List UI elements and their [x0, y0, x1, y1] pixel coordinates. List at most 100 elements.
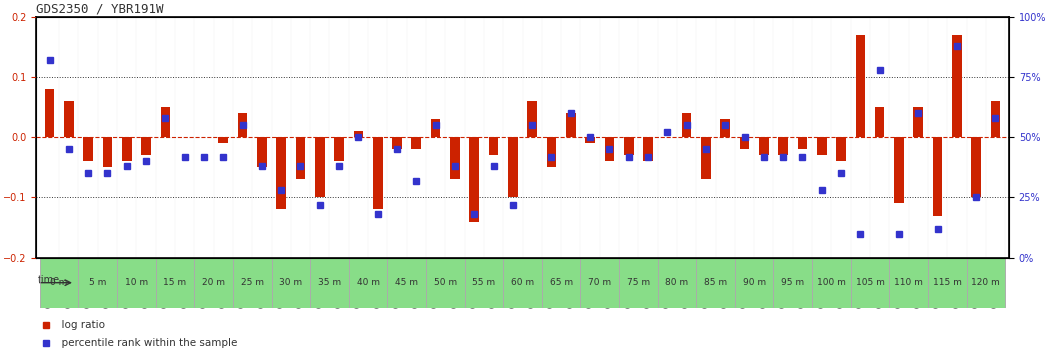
Bar [45, 89, 55, 137]
Text: 115 m: 115 m [933, 278, 962, 287]
Bar [528, 101, 537, 137]
Bar [142, 137, 151, 155]
Bar [812, 258, 851, 308]
Bar [682, 113, 691, 137]
Bar [489, 137, 498, 155]
Text: 20 m: 20 m [202, 278, 226, 287]
Text: 85 m: 85 m [704, 278, 727, 287]
Bar [431, 119, 441, 137]
Bar [914, 107, 923, 137]
Bar [817, 137, 827, 155]
Text: 35 m: 35 m [318, 278, 341, 287]
Bar [952, 35, 962, 137]
Text: 120 m: 120 m [971, 278, 1000, 287]
Text: 25 m: 25 m [240, 278, 263, 287]
Bar [257, 137, 266, 167]
Bar [778, 137, 788, 155]
Bar [450, 137, 459, 179]
Bar [372, 137, 383, 210]
Text: 75 m: 75 m [626, 278, 650, 287]
Bar [928, 258, 966, 308]
Text: percentile rank within the sample: percentile rank within the sample [56, 337, 238, 348]
Bar [894, 137, 904, 204]
Text: 40 m: 40 m [357, 278, 380, 287]
Bar [658, 258, 697, 308]
Bar [701, 137, 711, 179]
Bar [890, 258, 928, 308]
Bar [387, 258, 426, 308]
Text: 15 m: 15 m [164, 278, 187, 287]
Bar [392, 137, 402, 149]
Bar [797, 137, 808, 149]
Text: 60 m: 60 m [511, 278, 534, 287]
Bar [875, 107, 884, 137]
Text: 70 m: 70 m [588, 278, 612, 287]
Bar [160, 107, 170, 137]
Text: 90 m: 90 m [743, 278, 766, 287]
Text: 105 m: 105 m [856, 278, 884, 287]
Text: 100 m: 100 m [817, 278, 845, 287]
Text: 65 m: 65 m [550, 278, 573, 287]
Text: 30 m: 30 m [279, 278, 302, 287]
Bar [465, 258, 504, 308]
Bar [272, 258, 311, 308]
Bar [547, 137, 556, 167]
Bar [348, 258, 387, 308]
Bar [624, 137, 634, 155]
Bar [856, 35, 865, 137]
Bar [508, 137, 517, 198]
Bar [990, 101, 1001, 137]
Text: 45 m: 45 m [395, 278, 419, 287]
Bar [103, 137, 112, 167]
Bar [971, 137, 981, 198]
Bar [335, 137, 344, 161]
Bar [580, 258, 619, 308]
Bar [315, 137, 324, 198]
Bar [836, 137, 845, 161]
Bar [740, 137, 749, 149]
Text: 110 m: 110 m [894, 278, 923, 287]
Text: 95 m: 95 m [782, 278, 805, 287]
Text: 10 m: 10 m [125, 278, 148, 287]
Bar [966, 258, 1005, 308]
Bar [851, 258, 890, 308]
Bar [469, 137, 479, 222]
Bar [697, 258, 735, 308]
Bar [585, 137, 595, 143]
Bar [117, 258, 155, 308]
Bar [83, 137, 93, 161]
Bar [411, 137, 421, 149]
Bar [643, 137, 652, 161]
Bar [619, 258, 658, 308]
Text: GDS2350 / YBR191W: GDS2350 / YBR191W [36, 3, 164, 16]
Bar [218, 137, 228, 143]
Bar [735, 258, 773, 308]
Bar [541, 258, 580, 308]
Text: log ratio: log ratio [56, 320, 106, 330]
Bar [194, 258, 233, 308]
Bar [155, 258, 194, 308]
Bar [233, 258, 272, 308]
Bar [426, 258, 465, 308]
Bar [64, 101, 73, 137]
Bar [238, 113, 248, 137]
Bar [311, 258, 348, 308]
Bar [759, 137, 769, 155]
Bar [276, 137, 286, 210]
Bar [933, 137, 942, 216]
Text: 80 m: 80 m [665, 278, 688, 287]
Bar [79, 258, 117, 308]
Bar [773, 258, 812, 308]
Text: time: time [38, 275, 60, 285]
Bar [296, 137, 305, 179]
Bar [721, 119, 730, 137]
Bar [604, 137, 615, 161]
Text: 5 m: 5 m [89, 278, 106, 287]
Bar [122, 137, 131, 161]
Text: 50 m: 50 m [433, 278, 457, 287]
Bar [566, 113, 576, 137]
Bar [40, 258, 79, 308]
Bar [504, 258, 541, 308]
Bar [354, 131, 363, 137]
Text: 0 m: 0 m [50, 278, 68, 287]
